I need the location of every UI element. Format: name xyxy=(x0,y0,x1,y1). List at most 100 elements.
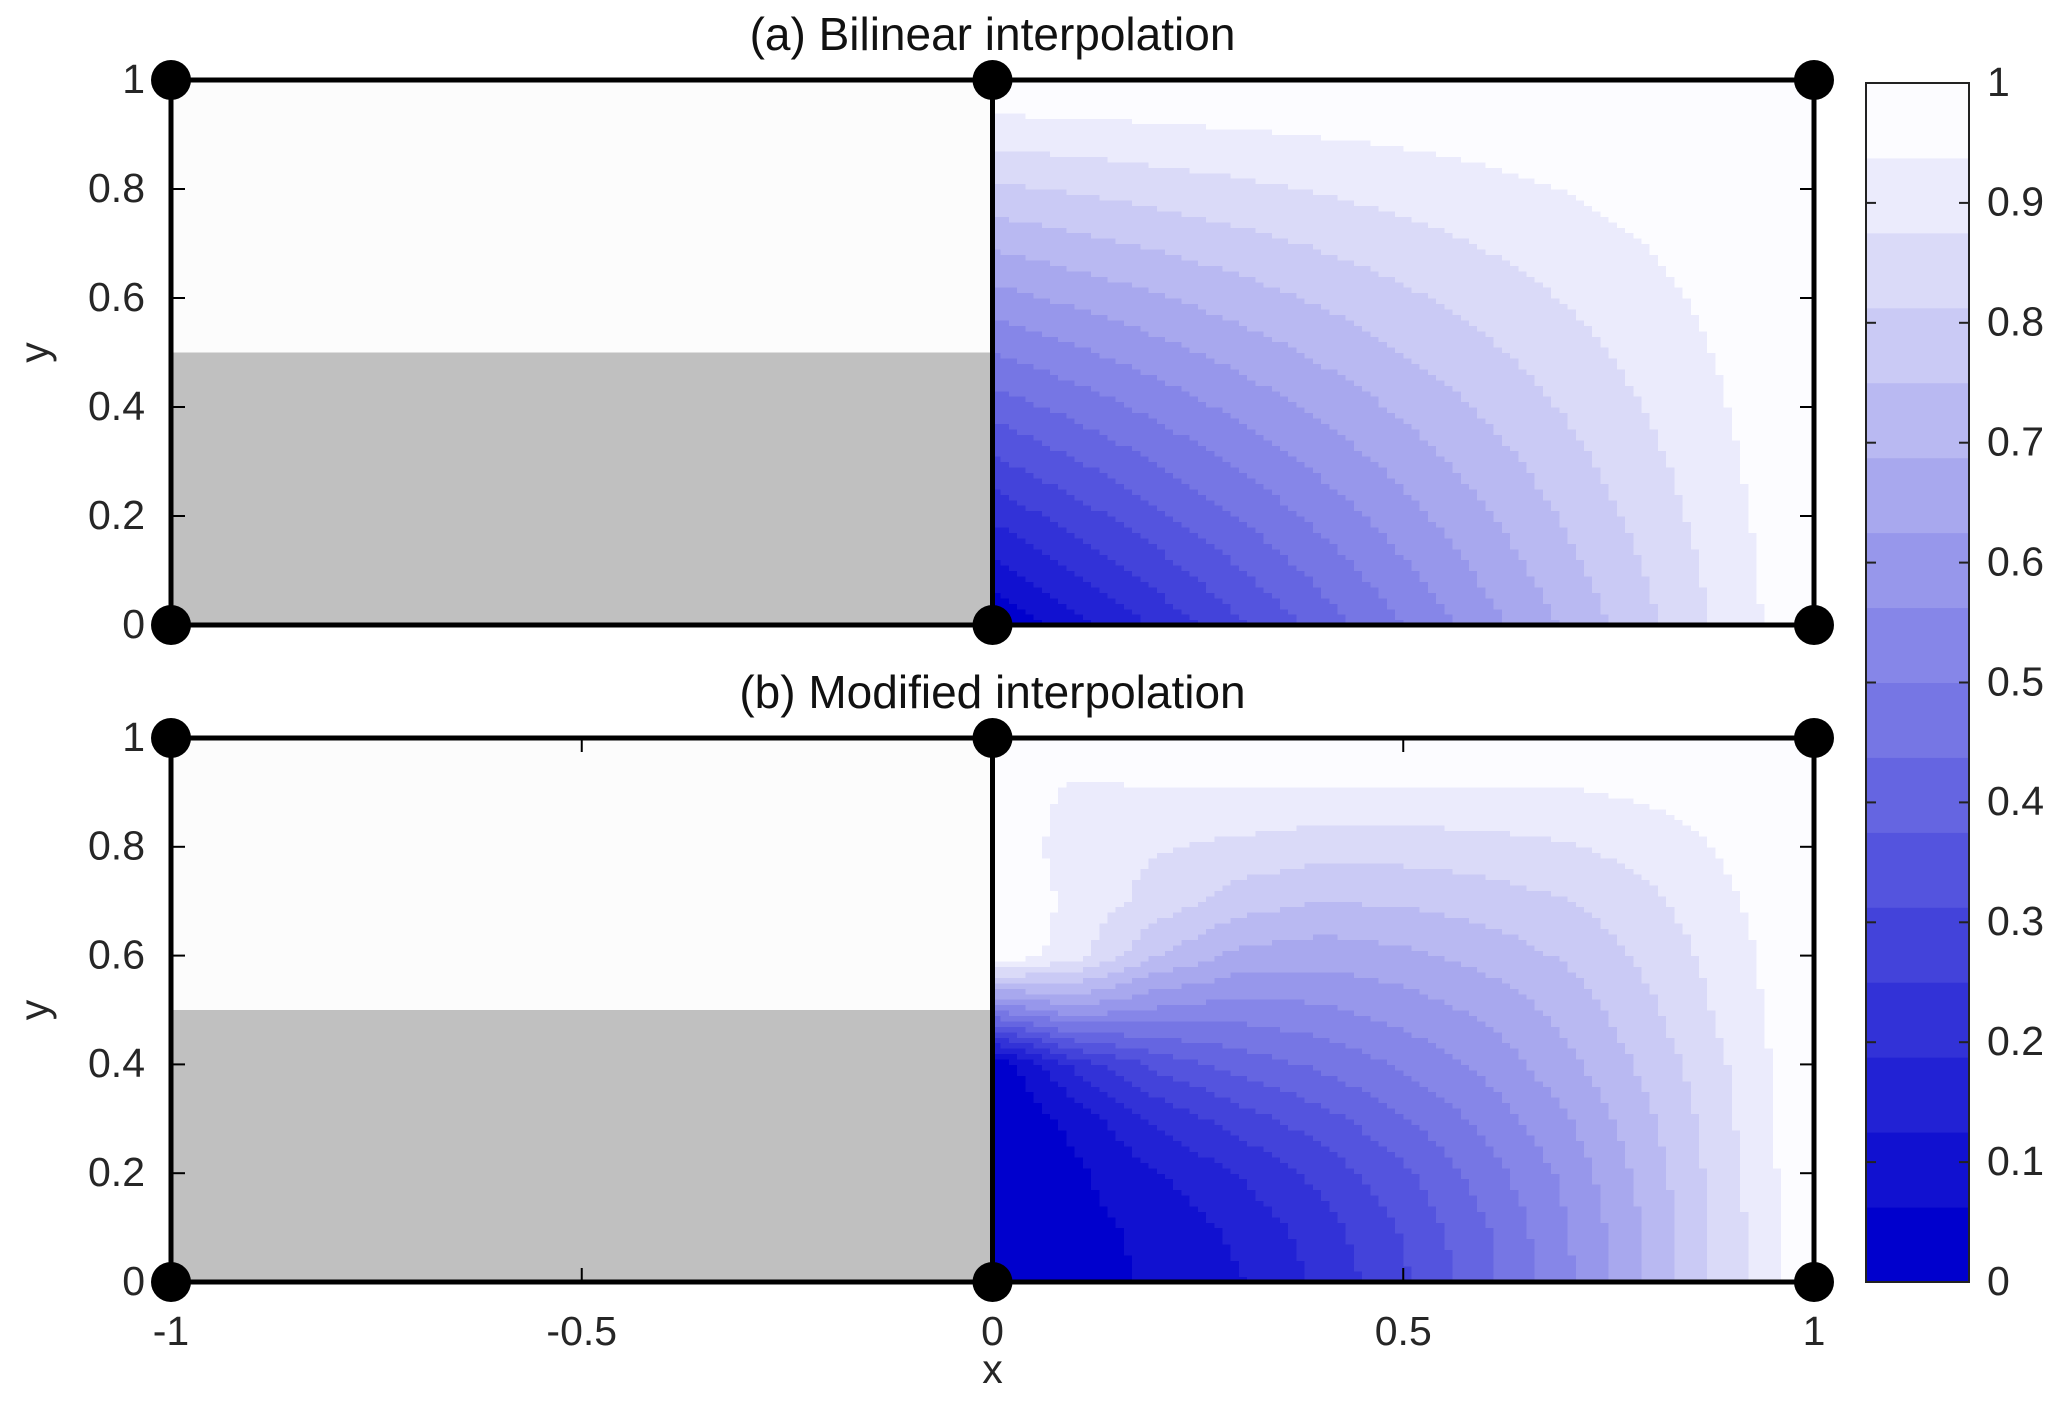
contour-cell xyxy=(1156,374,1166,381)
contour-cell xyxy=(1206,456,1215,463)
contour-cell xyxy=(1772,456,1782,463)
contour-cell xyxy=(1526,521,1536,528)
contour-cell xyxy=(1386,586,1396,593)
contour-cell xyxy=(1066,477,1076,484)
contour-cell xyxy=(1091,466,1100,473)
contour-cell xyxy=(1510,450,1519,457)
contour-cell xyxy=(1370,570,1380,577)
contour-cell xyxy=(1255,543,1265,550)
contour-cell xyxy=(1395,488,1404,495)
contour-cell xyxy=(1378,434,1388,441)
contour-cell xyxy=(1206,390,1215,397)
contour-cell xyxy=(1698,401,1708,408)
contour-cell xyxy=(1214,592,1224,599)
contour-cell xyxy=(1444,614,1454,621)
contour-cell xyxy=(1395,614,1404,621)
contour-cell xyxy=(1271,412,1281,419)
contour-cell xyxy=(1091,532,1100,539)
contour-cell xyxy=(1748,488,1758,495)
contour-cell xyxy=(1575,374,1585,381)
contour-cell xyxy=(1123,417,1133,424)
contour-cell xyxy=(1321,445,1330,452)
contour-cell xyxy=(1247,477,1256,484)
contour-cell xyxy=(1271,614,1281,621)
contour-cell xyxy=(1123,521,1133,528)
contour-cell xyxy=(1592,581,1602,588)
contour-cell xyxy=(1082,494,1092,501)
contour-cell xyxy=(1740,510,1749,517)
contour-cell xyxy=(1156,352,1166,359)
contour-cell xyxy=(1756,494,1766,501)
contour-cell xyxy=(1395,537,1404,544)
contour-cell xyxy=(1304,570,1314,577)
contour-cell xyxy=(1395,548,1404,555)
contour-cell xyxy=(1493,456,1503,463)
contour-cell xyxy=(1682,575,1692,582)
contour-cell xyxy=(1206,483,1215,490)
contour-cell xyxy=(1115,428,1125,435)
contour-cell xyxy=(1329,516,1339,523)
contour-cell xyxy=(1017,505,1026,512)
contour-cell xyxy=(1173,526,1183,533)
contour-cell xyxy=(1797,407,1807,414)
contour-cell xyxy=(1419,434,1429,441)
contour-cell xyxy=(1772,434,1782,441)
contour-cell xyxy=(1460,385,1470,392)
contour-cell xyxy=(1575,499,1585,506)
contour-cell xyxy=(1041,390,1051,397)
contour-cell xyxy=(1707,505,1717,512)
contour-cell xyxy=(1230,592,1240,599)
contour-cell xyxy=(1789,570,1799,577)
contour-cell xyxy=(1608,417,1618,424)
contour-cell xyxy=(1148,434,1158,441)
contour-cell xyxy=(1756,592,1766,599)
contour-cell xyxy=(1148,488,1158,495)
contour-cell xyxy=(1510,423,1519,430)
contour-cell xyxy=(1238,374,1248,381)
contour-cell xyxy=(1411,456,1421,463)
contour-cell xyxy=(1296,368,1306,375)
contour-cell xyxy=(1674,614,1684,621)
contour-cell xyxy=(1115,461,1125,468)
contour-cell xyxy=(1173,554,1183,561)
contour-cell xyxy=(1592,357,1602,364)
contour-cell xyxy=(1271,537,1281,544)
contour-cell xyxy=(1748,401,1758,408)
contour-cell xyxy=(1288,428,1298,435)
contour-cell xyxy=(1353,390,1363,397)
contour-cell xyxy=(1165,575,1174,582)
contour-cell xyxy=(1008,396,1018,403)
contour-cell xyxy=(1666,586,1675,593)
contour-cell xyxy=(1468,586,1478,593)
contour-cell xyxy=(1551,434,1560,441)
contour-cell xyxy=(1156,575,1166,582)
contour-cell xyxy=(1362,543,1371,550)
contour-cell xyxy=(1156,472,1166,479)
contour-cell xyxy=(1403,548,1413,555)
contour-cell xyxy=(1304,466,1314,473)
contour-cell xyxy=(1616,494,1626,501)
contour-cell xyxy=(1288,401,1298,408)
contour-cell xyxy=(1345,439,1355,446)
contour-cell xyxy=(1041,543,1051,550)
contour-cell xyxy=(1058,575,1068,582)
contour-cell xyxy=(1542,608,1552,615)
contour-cell xyxy=(1682,363,1692,370)
contour-cell xyxy=(1608,379,1618,386)
contour-cell xyxy=(1723,597,1733,604)
contour-cell xyxy=(992,456,1002,463)
contour-cell xyxy=(1288,592,1298,599)
contour-cell xyxy=(1353,543,1363,550)
contour-cell xyxy=(1082,483,1092,490)
contour-cell xyxy=(1600,374,1610,381)
contour-cell xyxy=(1255,554,1265,561)
contour-cell xyxy=(1386,532,1396,539)
contour-cell xyxy=(1625,483,1634,490)
contour-cell xyxy=(1427,363,1437,370)
contour-cell xyxy=(1041,586,1051,593)
contour-cell xyxy=(1386,614,1396,621)
contour-cell xyxy=(1115,608,1125,615)
contour-cell xyxy=(1033,439,1043,446)
contour-cell xyxy=(1534,575,1544,582)
contour-cell xyxy=(1197,597,1207,604)
